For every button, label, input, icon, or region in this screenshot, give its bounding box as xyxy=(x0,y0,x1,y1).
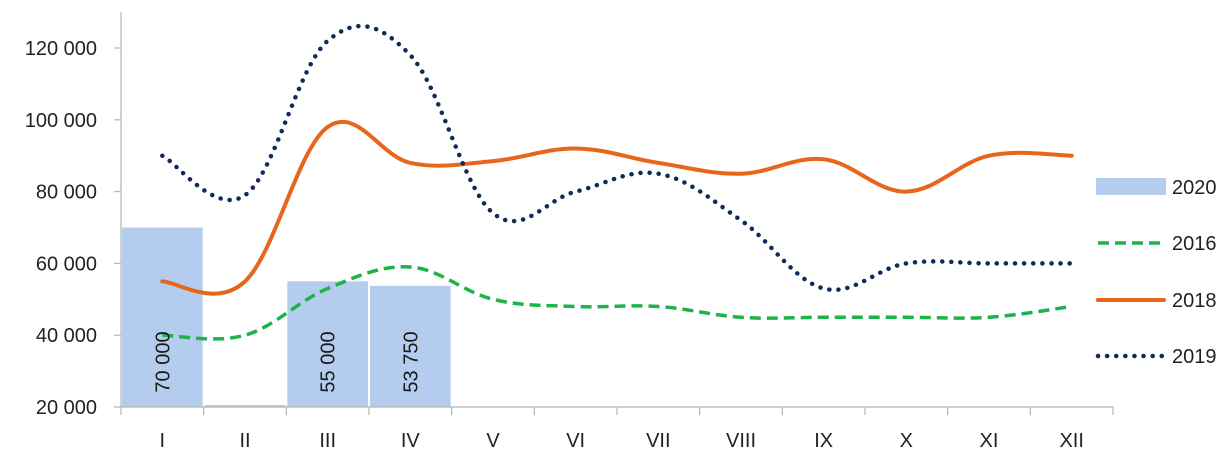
bar-labels-layer: 70 000 55 000 53 750 xyxy=(152,331,422,392)
y-tick-label: 20 000 xyxy=(36,397,97,419)
legend-item-2019: 2019 xyxy=(1095,346,1217,368)
bars-layer xyxy=(122,227,451,407)
series-line-2016 xyxy=(162,265,1072,341)
bar-data-label-iv: 53 750 xyxy=(400,331,422,392)
x-tick-label: IX xyxy=(814,430,833,450)
x-tick-label: III xyxy=(319,430,336,450)
legend: 2020 2016 2018 2019 xyxy=(1095,177,1217,368)
y-tick-label: 80 000 xyxy=(36,182,97,204)
series-line-2018 xyxy=(160,119,1074,296)
x-tick-label: I xyxy=(160,430,166,450)
x-tick-label: VIII xyxy=(726,430,756,450)
x-tick-label: X xyxy=(900,430,913,450)
x-tick-label: VII xyxy=(646,430,670,450)
bar-2020-ii xyxy=(204,405,286,407)
bar-2020-i xyxy=(122,227,203,407)
bar-data-label-iii: 55 000 xyxy=(318,331,340,392)
y-tick-label: 100 000 xyxy=(25,110,97,132)
legend-label: 2019 xyxy=(1172,346,1217,368)
legend-item-2020: 2020 xyxy=(1096,177,1217,199)
x-tick-label: XI xyxy=(980,430,999,450)
legend-label: 2020 xyxy=(1172,177,1217,199)
x-tick-label: II xyxy=(239,430,250,450)
y-tick-label: 40 000 xyxy=(36,325,97,347)
series-line-2019 xyxy=(160,23,1074,293)
x-tick-label: XII xyxy=(1059,430,1083,450)
legend-label: 2016 xyxy=(1172,233,1217,255)
bar-2020-iv xyxy=(370,285,451,407)
legend-item-2016: 2016 xyxy=(1098,233,1217,255)
x-tick-label: V xyxy=(486,430,500,450)
legend-swatch xyxy=(1096,178,1166,195)
legend-label: 2018 xyxy=(1172,290,1217,312)
lines-layer xyxy=(160,23,1074,341)
legend-item-2018: 2018 xyxy=(1096,290,1217,312)
bar-data-label-i: 70 000 xyxy=(152,331,174,392)
y-tick-label: 120 000 xyxy=(25,38,97,60)
y-tick-label: 60 000 xyxy=(36,253,97,275)
x-tick-label: IV xyxy=(401,430,421,450)
bar-2020-iii xyxy=(287,281,368,407)
x-tick-label: VI xyxy=(566,430,585,450)
